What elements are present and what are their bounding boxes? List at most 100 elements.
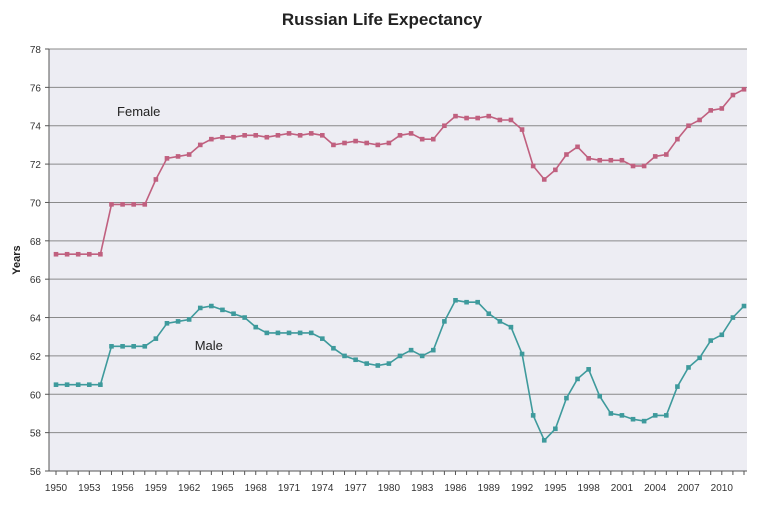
male-point xyxy=(641,418,647,424)
female-point xyxy=(286,131,292,136)
female-point xyxy=(297,133,303,138)
male-point xyxy=(630,416,636,422)
male-point xyxy=(75,382,81,387)
female-point xyxy=(131,202,136,207)
male-point xyxy=(586,367,591,372)
series-group xyxy=(53,86,747,443)
axes xyxy=(48,49,747,472)
male-point xyxy=(253,324,259,330)
x-tick-label: 1956 xyxy=(111,483,134,494)
male-point xyxy=(708,338,714,343)
female-point xyxy=(619,157,625,163)
x-tick-label: 1995 xyxy=(544,483,567,494)
male-point xyxy=(142,344,148,349)
male-point xyxy=(209,303,214,309)
male-point xyxy=(53,382,59,387)
male-point xyxy=(86,382,92,387)
female-point xyxy=(686,123,691,129)
female-point xyxy=(353,138,358,144)
female-point xyxy=(564,152,569,157)
female-point xyxy=(530,163,536,169)
y-axis-ticks: 56 58 60 62 64 66 68 70 72 74 76 78 xyxy=(30,45,49,478)
male-point xyxy=(553,426,558,432)
male-point xyxy=(320,336,325,341)
y-tick-label: 72 xyxy=(30,160,42,171)
female-point xyxy=(264,134,270,140)
male-point xyxy=(186,317,192,322)
male-series-label: Male xyxy=(195,338,223,353)
x-tick-label: 2007 xyxy=(677,483,700,494)
male-point xyxy=(386,361,392,366)
x-tick-label: 1986 xyxy=(444,483,467,494)
female-point xyxy=(98,251,103,257)
female-point xyxy=(408,131,414,136)
male-point xyxy=(608,411,614,416)
male-point xyxy=(652,413,658,418)
female-point xyxy=(231,134,236,140)
y-tick-label: 58 xyxy=(30,429,42,440)
male-point xyxy=(430,347,436,353)
x-tick-label: 1992 xyxy=(511,483,534,494)
female-point xyxy=(442,123,447,129)
male-point xyxy=(475,299,480,305)
male-point xyxy=(264,330,270,336)
female-point xyxy=(741,86,747,92)
female-point xyxy=(497,117,503,123)
male-point xyxy=(497,319,503,324)
y-tick-label: 64 xyxy=(30,314,42,325)
female-point xyxy=(675,136,680,142)
male-point xyxy=(675,384,680,389)
female-point xyxy=(364,140,370,146)
male-point xyxy=(364,361,370,366)
y-tick-label: 56 xyxy=(30,467,42,478)
y-tick-label: 76 xyxy=(30,83,42,94)
male-point xyxy=(197,305,203,311)
male-point xyxy=(575,376,580,382)
y-tick-label: 78 xyxy=(30,45,42,56)
male-point xyxy=(153,336,159,341)
male-point xyxy=(308,330,314,336)
female-point xyxy=(209,136,214,142)
female-point xyxy=(164,156,170,161)
male-point xyxy=(730,315,736,320)
series-labels: Female Male xyxy=(117,104,223,353)
male-point xyxy=(519,351,525,357)
female-point xyxy=(386,140,392,146)
female-point xyxy=(75,251,81,257)
male-point xyxy=(719,332,725,338)
y-axis-label: Years xyxy=(11,245,23,274)
male-point xyxy=(486,311,492,317)
female-point xyxy=(652,154,658,159)
male-point xyxy=(508,324,514,330)
x-tick-label: 1971 xyxy=(278,483,301,494)
female-point xyxy=(53,251,59,257)
female-point xyxy=(608,157,614,163)
x-tick-label: 1974 xyxy=(311,483,334,494)
female-point xyxy=(186,152,192,157)
x-tick-label: 1998 xyxy=(578,483,601,494)
female-point xyxy=(86,251,92,257)
male-point xyxy=(564,395,569,401)
male-point xyxy=(664,413,669,418)
female-point xyxy=(120,202,125,207)
female-point xyxy=(242,133,247,138)
male-point xyxy=(98,382,103,387)
female-point xyxy=(519,127,525,132)
female-point xyxy=(397,133,403,138)
female-point xyxy=(575,144,580,150)
female-series-label: Female xyxy=(117,104,160,119)
male-point xyxy=(419,353,425,359)
y-tick-label: 74 xyxy=(30,122,42,133)
female-point xyxy=(308,131,314,136)
male-point xyxy=(275,330,281,336)
male-point xyxy=(619,413,625,418)
male-point xyxy=(164,321,170,326)
female-point xyxy=(730,92,736,98)
female-point xyxy=(664,152,669,157)
male-point xyxy=(741,303,747,309)
female-point xyxy=(142,202,148,207)
x-tick-label: 1950 xyxy=(45,483,68,494)
male-point xyxy=(64,382,70,387)
male-point xyxy=(453,297,458,303)
female-point xyxy=(320,133,325,138)
